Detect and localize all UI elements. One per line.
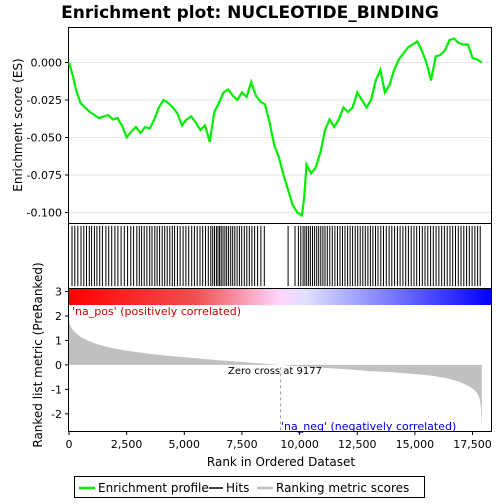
x-tick-label: 0 — [66, 438, 73, 451]
es-y-tick-label: 0.000 — [31, 57, 63, 70]
es-panel-frame — [68, 27, 492, 224]
metric-y-ticks: 3 2 1 0 -1 -2 — [51, 285, 69, 421]
legend-label-hits: Hits — [226, 481, 249, 495]
es-gridlines — [69, 62, 491, 213]
es-y-tick-label: -0.025 — [27, 94, 62, 107]
legend-label-metric: Ranking metric scores — [276, 481, 409, 495]
metric-panel-frame — [68, 288, 492, 432]
x-tick-label: 10,000 — [280, 438, 319, 451]
rank-gradient-bar — [69, 289, 491, 305]
metric-y-tick-label: 0 — [55, 359, 62, 372]
es-y-tick-label: -0.075 — [27, 169, 62, 182]
x-ticks: 0 2,500 5,000 7,500 10,000 12,500 15,000 17,500 — [66, 431, 492, 451]
hit-markers — [71, 226, 481, 286]
x-tick-label: 15,000 — [396, 438, 435, 451]
es-y-tick-label: -0.100 — [27, 207, 62, 220]
x-tick-label: 5,000 — [169, 438, 201, 451]
es-y-axis-label: Enrichment score (ES) — [11, 58, 25, 191]
metric-y-axis-label: Ranked list metric (PreRanked) — [31, 262, 45, 447]
na-neg-label: 'na_neg' (negatively correlated) — [281, 420, 456, 433]
x-tick-label: 17,500 — [453, 438, 492, 451]
es-y-tick-label: -0.050 — [27, 132, 62, 145]
x-tick-label: 2,500 — [111, 438, 143, 451]
metric-y-tick-label: 1 — [55, 334, 62, 347]
x-tick-label: 12,500 — [338, 438, 377, 451]
legend-label-enrichment: Enrichment profile — [98, 481, 209, 495]
chart-title: Enrichment plot: NUCLEOTIDE_BINDING — [61, 3, 439, 23]
metric-y-tick-label: 3 — [55, 285, 62, 298]
legend-box — [74, 476, 425, 498]
enrichment-profile-line — [67, 37, 483, 218]
zero-cross-label: Zero cross at 9177 — [228, 366, 322, 377]
na-pos-label: 'na_pos' (positively correlated) — [72, 305, 241, 318]
es-y-ticks: 0.000 -0.025 -0.050 -0.075 -0.100 — [27, 57, 69, 220]
metric-y-tick-label: -2 — [51, 408, 62, 421]
x-axis-label: Rank in Ordered Dataset — [207, 455, 355, 469]
metric-y-tick-label: 2 — [55, 310, 62, 323]
x-tick-label: 7,500 — [226, 438, 258, 451]
metric-y-tick-label: -1 — [51, 383, 62, 396]
